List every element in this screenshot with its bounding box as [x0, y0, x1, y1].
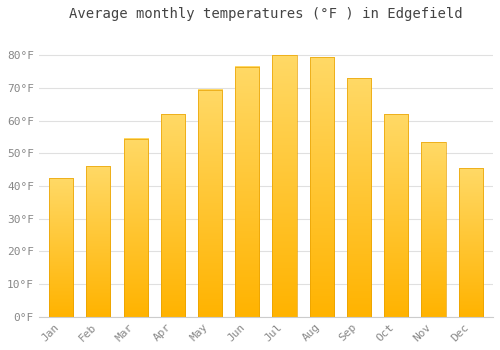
Title: Average monthly temperatures (°F ) in Edgefield: Average monthly temperatures (°F ) in Ed…	[69, 7, 462, 21]
